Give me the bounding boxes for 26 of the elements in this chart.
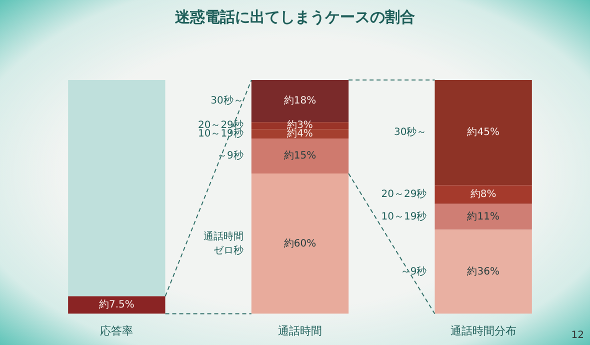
bar (68, 296, 166, 314)
text: 12 (571, 330, 584, 341)
text: 10～19秒 (381, 211, 427, 222)
data-label: 約7.5% (98, 300, 134, 311)
bar (434, 204, 532, 230)
text: ～9秒 (400, 266, 427, 278)
series-label: 通話時間ゼロ秒 (203, 230, 244, 256)
chart-title: 迷惑電話に出てしまうケースの割合 (174, 8, 416, 27)
data-label: 約18% (284, 96, 316, 107)
data-label: 約36% (467, 266, 500, 278)
x-tick-label: 応答率 (100, 324, 134, 338)
bar (251, 138, 349, 174)
x-tick-label: 通話時間分布 (450, 324, 516, 338)
x-tick-label: 通話時間 (278, 324, 322, 338)
text: 30秒～ (394, 127, 427, 138)
data-label: 約15% (284, 150, 316, 162)
data-label: 約60% (284, 238, 316, 250)
series-label: 30秒～ (210, 94, 244, 107)
series-label: 10～19秒 (198, 127, 244, 140)
bar (434, 185, 532, 204)
text: 20～29秒 (381, 189, 427, 200)
data-label: 約4% (287, 128, 313, 140)
data-label: 約45% (467, 127, 500, 138)
data-label: 約8% (470, 189, 496, 200)
data-label: 約11% (467, 211, 500, 222)
series-label: ～9秒 (217, 150, 244, 162)
